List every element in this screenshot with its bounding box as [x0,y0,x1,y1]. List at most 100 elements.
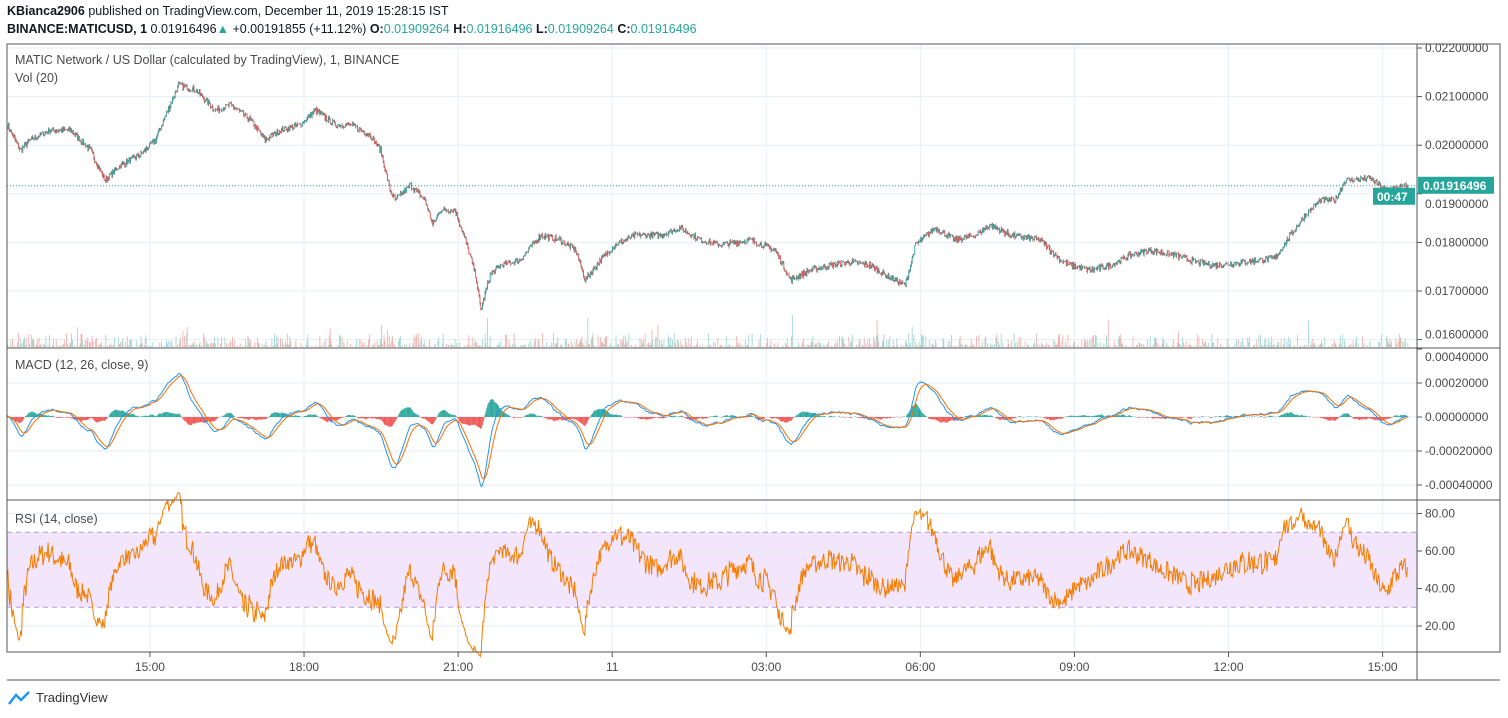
candle [648,233,649,235]
candle [1064,261,1066,263]
candle [33,139,35,140]
candle [262,134,263,136]
volume-bar [1217,338,1219,347]
candle [875,267,877,268]
volume-bar [415,337,417,347]
volume-bar [448,344,450,347]
volume-bar [973,346,975,347]
volume-bar [542,333,543,347]
candle [831,263,833,265]
candle [1204,260,1206,264]
candle [499,266,501,268]
candle [1305,213,1307,218]
candle [1321,197,1323,199]
candle [1263,261,1265,262]
volume-bar [546,341,548,347]
volume-bar [568,343,570,347]
candle [1123,256,1125,258]
candle [440,211,441,214]
volume-bar [617,343,619,347]
volume-bar [1056,344,1058,347]
candle [827,267,828,269]
volume-bar [1077,344,1078,347]
candle [429,212,431,218]
candle [369,133,371,138]
candle [577,253,578,255]
candle [229,102,231,104]
candle [1084,267,1086,269]
candle [766,244,768,245]
candle [1276,254,1278,258]
volume-bar [281,338,283,347]
candle [854,260,856,261]
volume-bar [814,344,816,347]
volume-bar [999,344,1000,347]
candle [1304,214,1306,218]
candle [849,263,851,265]
candle [1255,261,1257,263]
candle [62,127,64,131]
volume-bar [1299,345,1301,347]
candle [225,104,227,109]
candle [672,229,674,232]
volume-bar [574,341,576,347]
volume-bar [399,337,400,347]
volume-bar [1057,342,1059,347]
volume-bar [244,338,246,347]
candle [841,261,843,266]
volume-bar [619,339,621,347]
candle [1166,254,1167,256]
volume-bar [1166,343,1167,347]
volume-bar [827,343,828,347]
candle [337,124,339,128]
volume-bar [1144,345,1146,347]
candle [714,242,716,243]
candle [150,141,152,144]
volume-bar [442,333,444,347]
volume-bar [476,345,478,347]
volume-bar [576,339,578,347]
volume-bar [506,346,508,347]
volume-bar [648,342,649,347]
volume-bar [769,345,771,347]
candle [495,266,497,269]
candle [177,85,179,92]
candle [891,276,893,280]
candle [32,136,34,140]
candle [880,273,881,275]
volume-bar [641,339,643,347]
candle [420,195,422,197]
candle [565,244,566,246]
volume-bar [117,346,119,347]
volume-bar [1200,345,1202,347]
candle [698,237,700,238]
candle [1328,197,1330,202]
volume-bar [1046,343,1047,347]
volume-bar [706,346,708,347]
candle [563,240,565,242]
volume-bar [851,334,853,347]
candle [28,139,30,141]
candle [1100,265,1101,270]
volume-bar [1108,345,1110,347]
candle [968,235,970,237]
candle [1129,252,1131,254]
volume-bar [1142,343,1144,347]
candle [246,113,248,119]
candle [610,251,612,253]
volume-bar [1269,341,1271,347]
volume-bar [950,346,952,347]
volume-bar [17,342,19,347]
volume-bar [262,343,263,347]
volume-bar [86,340,88,347]
candle [518,261,519,264]
candle [668,232,670,234]
volume-bar [499,345,500,347]
volume-bar [1342,334,1344,347]
candle [106,177,108,181]
candle [90,146,91,148]
candle [154,139,156,144]
candle [624,240,626,242]
volume-bar [1062,335,1064,347]
